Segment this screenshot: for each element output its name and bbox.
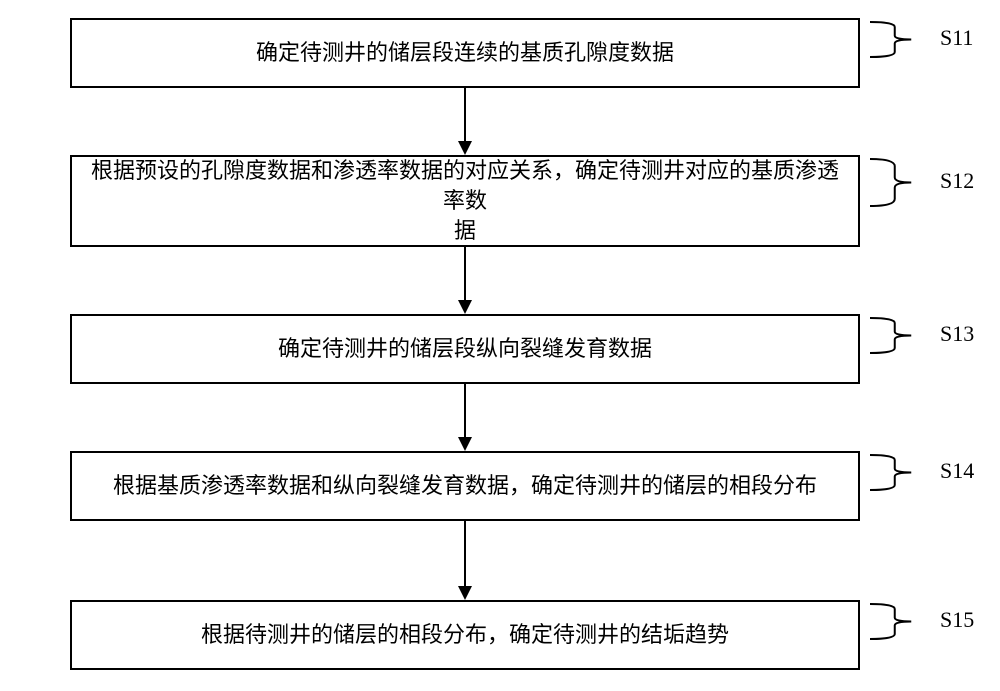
flow-step-s14: 根据基质渗透率数据和纵向裂缝发育数据，确定待测井的储层的相段分布: [70, 451, 860, 521]
step-label-s11: S11: [940, 25, 973, 51]
flow-step-s11: 确定待测井的储层段连续的基质孔隙度数据: [70, 18, 860, 88]
arrow-s13-to-s14: [464, 384, 466, 451]
flow-step-text: 根据待测井的储层的相段分布，确定待测井的结垢趋势: [201, 620, 729, 650]
flow-step-text: 根据预设的孔隙度数据和渗透率数据的对应关系，确定待测井对应的基质渗透率数据: [82, 156, 848, 245]
brace-s15: [870, 602, 925, 641]
step-label-s15: S15: [940, 607, 974, 633]
flow-step-text: 确定待测井的储层段连续的基质孔隙度数据: [256, 38, 674, 68]
flow-step-s15: 根据待测井的储层的相段分布，确定待测井的结垢趋势: [70, 600, 860, 670]
arrow-s12-to-s13: [464, 247, 466, 314]
brace-s13: [870, 316, 925, 355]
arrow-s11-to-s12: [464, 88, 466, 155]
arrow-s14-to-s15: [464, 521, 466, 600]
step-label-s13: S13: [940, 321, 974, 347]
step-label-s14: S14: [940, 458, 974, 484]
brace-s11: [870, 20, 925, 59]
step-label-s12: S12: [940, 168, 974, 194]
flow-step-text: 确定待测井的储层段纵向裂缝发育数据: [278, 334, 652, 364]
flow-step-s13: 确定待测井的储层段纵向裂缝发育数据: [70, 314, 860, 384]
brace-s14: [870, 453, 925, 492]
brace-s12: [870, 157, 925, 208]
flow-step-s12: 根据预设的孔隙度数据和渗透率数据的对应关系，确定待测井对应的基质渗透率数据: [70, 155, 860, 247]
flowchart-canvas: 确定待测井的储层段连续的基质孔隙度数据 S11 根据预设的孔隙度数据和渗透率数据的对…: [0, 0, 1000, 691]
flow-step-text: 根据基质渗透率数据和纵向裂缝发育数据，确定待测井的储层的相段分布: [113, 471, 817, 501]
